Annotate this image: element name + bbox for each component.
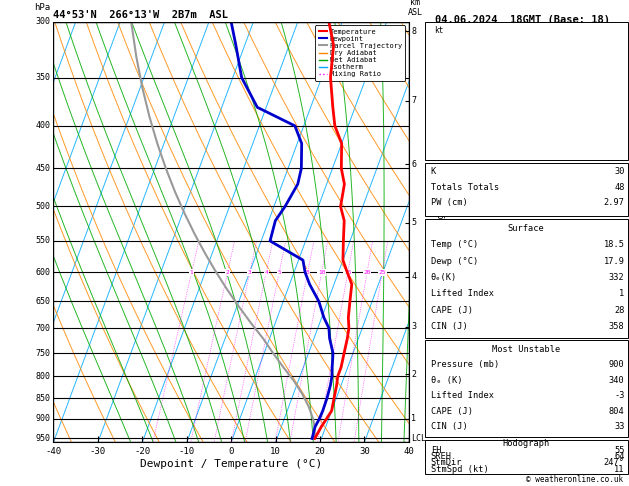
Text: 30: 30 xyxy=(614,168,625,176)
Text: 2.97: 2.97 xyxy=(604,198,625,207)
Text: 17.9: 17.9 xyxy=(604,257,625,266)
Text: 1: 1 xyxy=(190,270,194,275)
Text: Lifted Index: Lifted Index xyxy=(431,289,494,298)
Text: 900: 900 xyxy=(609,361,625,369)
Text: kt: kt xyxy=(464,31,473,40)
Text: kt: kt xyxy=(434,26,443,35)
Text: CAPE (J): CAPE (J) xyxy=(431,407,473,416)
Text: θₑ (K): θₑ (K) xyxy=(431,376,462,385)
Text: 10: 10 xyxy=(318,270,325,275)
Text: 450: 450 xyxy=(35,164,50,173)
Text: Totals Totals: Totals Totals xyxy=(431,183,499,192)
Text: EH: EH xyxy=(431,446,442,454)
Text: 2: 2 xyxy=(411,369,416,379)
Text: 7: 7 xyxy=(411,96,416,105)
Text: 700: 700 xyxy=(35,324,50,332)
Text: SREH: SREH xyxy=(431,452,452,461)
Text: 400: 400 xyxy=(35,122,50,130)
Text: 55: 55 xyxy=(614,446,625,454)
Text: K: K xyxy=(431,168,436,176)
Text: PW (cm): PW (cm) xyxy=(431,198,467,207)
Text: 15: 15 xyxy=(344,270,352,275)
X-axis label: Dewpoint / Temperature (°C): Dewpoint / Temperature (°C) xyxy=(140,459,322,469)
Text: CAPE (J): CAPE (J) xyxy=(431,306,473,314)
Text: 300: 300 xyxy=(35,17,50,26)
Text: Most Unstable: Most Unstable xyxy=(492,345,560,354)
Text: Surface: Surface xyxy=(508,224,545,233)
Text: km
ASL: km ASL xyxy=(408,0,423,17)
Text: 900: 900 xyxy=(35,415,50,423)
Text: 44°53'N  266°13'W  2B7m  ASL: 44°53'N 266°13'W 2B7m ASL xyxy=(53,10,228,20)
Text: 340: 340 xyxy=(609,376,625,385)
Text: 350: 350 xyxy=(35,73,50,82)
Text: 48: 48 xyxy=(614,183,625,192)
Text: 1: 1 xyxy=(411,414,416,423)
Text: CIN (J): CIN (J) xyxy=(431,322,467,331)
Text: 358: 358 xyxy=(609,322,625,331)
Text: -3: -3 xyxy=(614,391,625,400)
Text: 850: 850 xyxy=(35,394,50,403)
Text: 11: 11 xyxy=(614,465,625,474)
Text: 4: 4 xyxy=(264,270,268,275)
Text: 4: 4 xyxy=(411,272,416,281)
Text: 750: 750 xyxy=(35,348,50,358)
Text: 950: 950 xyxy=(35,434,50,443)
Text: 5: 5 xyxy=(411,218,416,227)
Text: 804: 804 xyxy=(609,407,625,416)
Text: 6: 6 xyxy=(411,160,416,169)
Text: Mixing Ratio (g/kg): Mixing Ratio (g/kg) xyxy=(437,209,446,297)
Text: 650: 650 xyxy=(35,297,50,306)
Text: CIN (J): CIN (J) xyxy=(431,422,467,431)
Text: 247°: 247° xyxy=(604,458,625,468)
Text: Pressure (mb): Pressure (mb) xyxy=(431,361,499,369)
Text: 600: 600 xyxy=(35,268,50,277)
Text: 8: 8 xyxy=(411,27,416,36)
Text: Lifted Index: Lifted Index xyxy=(431,391,494,400)
Text: StmDir: StmDir xyxy=(431,458,462,468)
Text: θₑ(K): θₑ(K) xyxy=(431,273,457,282)
Text: © weatheronline.co.uk: © weatheronline.co.uk xyxy=(526,474,623,484)
Legend: Temperature, Dewpoint, Parcel Trajectory, Dry Adiabat, Wet Adiabat, Isotherm, Mi: Temperature, Dewpoint, Parcel Trajectory… xyxy=(315,25,405,81)
Text: LCL: LCL xyxy=(411,434,426,443)
Text: 550: 550 xyxy=(35,237,50,245)
Text: 8: 8 xyxy=(306,270,309,275)
Text: 5: 5 xyxy=(277,270,281,275)
Text: Dewp (°C): Dewp (°C) xyxy=(431,257,478,266)
Text: 28: 28 xyxy=(614,306,625,314)
Text: 332: 332 xyxy=(609,273,625,282)
Text: 25: 25 xyxy=(379,270,386,275)
Text: 64: 64 xyxy=(614,452,625,461)
Text: 500: 500 xyxy=(35,202,50,211)
Text: 3: 3 xyxy=(248,270,252,275)
Text: 1: 1 xyxy=(620,289,625,298)
Text: 2: 2 xyxy=(226,270,230,275)
Text: 33: 33 xyxy=(614,422,625,431)
Text: hPa: hPa xyxy=(34,3,50,12)
Text: 18.5: 18.5 xyxy=(604,240,625,249)
Text: StmSpd (kt): StmSpd (kt) xyxy=(431,465,489,474)
Text: 04.06.2024  18GMT (Base: 18): 04.06.2024 18GMT (Base: 18) xyxy=(435,15,610,25)
Text: 20: 20 xyxy=(364,270,371,275)
Text: Hodograph: Hodograph xyxy=(503,439,550,448)
Text: 800: 800 xyxy=(35,372,50,381)
Text: 3: 3 xyxy=(411,322,416,331)
Text: Temp (°C): Temp (°C) xyxy=(431,240,478,249)
